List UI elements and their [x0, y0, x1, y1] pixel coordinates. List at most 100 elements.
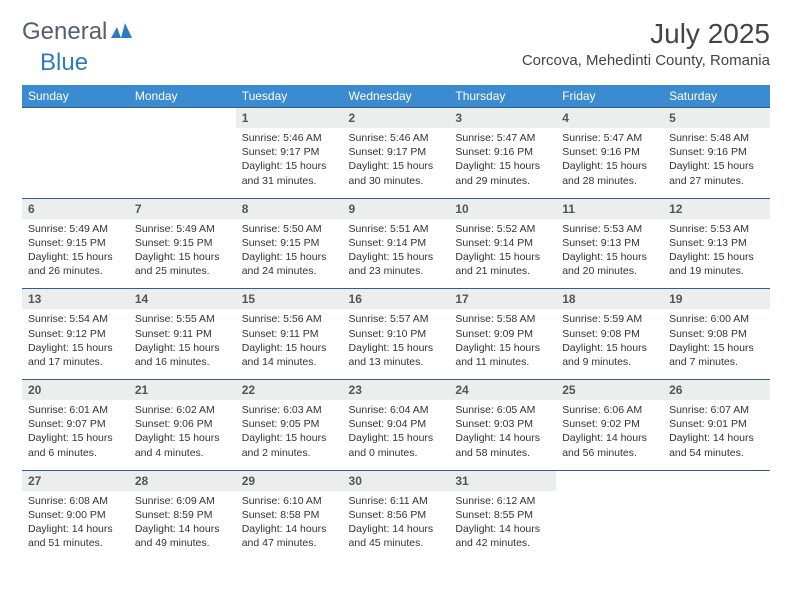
day-number: 13 [22, 289, 129, 309]
calendar-week-row: 20Sunrise: 6:01 AMSunset: 9:07 PMDayligh… [22, 380, 770, 471]
calendar-day-cell: 22Sunrise: 6:03 AMSunset: 9:05 PMDayligh… [236, 380, 343, 471]
day-details: Sunrise: 5:47 AMSunset: 9:16 PMDaylight:… [556, 128, 663, 198]
day-number: 16 [343, 289, 450, 309]
month-title: July 2025 [522, 18, 770, 50]
day-details: Sunrise: 5:55 AMSunset: 9:11 PMDaylight:… [129, 309, 236, 379]
weekday-header: Wednesday [343, 85, 450, 108]
day-details: Sunrise: 6:11 AMSunset: 8:56 PMDaylight:… [343, 491, 450, 561]
calendar-day-cell: 14Sunrise: 5:55 AMSunset: 9:11 PMDayligh… [129, 289, 236, 380]
calendar-day-cell: 13Sunrise: 5:54 AMSunset: 9:12 PMDayligh… [22, 289, 129, 380]
calendar-day-cell [22, 108, 129, 199]
day-details: Sunrise: 5:56 AMSunset: 9:11 PMDaylight:… [236, 309, 343, 379]
calendar-day-cell: 6Sunrise: 5:49 AMSunset: 9:15 PMDaylight… [22, 198, 129, 289]
day-details: Sunrise: 5:48 AMSunset: 9:16 PMDaylight:… [663, 128, 770, 198]
day-details: Sunrise: 6:08 AMSunset: 9:00 PMDaylight:… [22, 491, 129, 561]
brand-part1: General [22, 18, 107, 46]
calendar-day-cell: 1Sunrise: 5:46 AMSunset: 9:17 PMDaylight… [236, 108, 343, 199]
weekday-header: Tuesday [236, 85, 343, 108]
day-number: 21 [129, 380, 236, 400]
calendar-day-cell: 28Sunrise: 6:09 AMSunset: 8:59 PMDayligh… [129, 470, 236, 560]
day-number: 3 [449, 108, 556, 128]
calendar-day-cell: 3Sunrise: 5:47 AMSunset: 9:16 PMDaylight… [449, 108, 556, 199]
calendar-day-cell [663, 470, 770, 560]
calendar-day-cell: 30Sunrise: 6:11 AMSunset: 8:56 PMDayligh… [343, 470, 450, 560]
calendar-day-cell: 9Sunrise: 5:51 AMSunset: 9:14 PMDaylight… [343, 198, 450, 289]
day-number: 26 [663, 380, 770, 400]
day-number: 15 [236, 289, 343, 309]
day-details: Sunrise: 5:51 AMSunset: 9:14 PMDaylight:… [343, 219, 450, 289]
weekday-header: Thursday [449, 85, 556, 108]
calendar-day-cell: 20Sunrise: 6:01 AMSunset: 9:07 PMDayligh… [22, 380, 129, 471]
calendar-day-cell: 23Sunrise: 6:04 AMSunset: 9:04 PMDayligh… [343, 380, 450, 471]
brand-mark-icon [111, 23, 133, 41]
calendar-day-cell: 2Sunrise: 5:46 AMSunset: 9:17 PMDaylight… [343, 108, 450, 199]
calendar-day-cell: 27Sunrise: 6:08 AMSunset: 9:00 PMDayligh… [22, 470, 129, 560]
day-details: Sunrise: 6:06 AMSunset: 9:02 PMDaylight:… [556, 400, 663, 470]
day-number: 31 [449, 471, 556, 491]
day-details: Sunrise: 5:49 AMSunset: 9:15 PMDaylight:… [22, 219, 129, 289]
day-details: Sunrise: 6:03 AMSunset: 9:05 PMDaylight:… [236, 400, 343, 470]
day-details: Sunrise: 5:47 AMSunset: 9:16 PMDaylight:… [449, 128, 556, 198]
day-details: Sunrise: 6:01 AMSunset: 9:07 PMDaylight:… [22, 400, 129, 470]
day-number: 4 [556, 108, 663, 128]
day-details: Sunrise: 6:10 AMSunset: 8:58 PMDaylight:… [236, 491, 343, 561]
day-details: Sunrise: 5:58 AMSunset: 9:09 PMDaylight:… [449, 309, 556, 379]
weekday-header-row: Sunday Monday Tuesday Wednesday Thursday… [22, 85, 770, 108]
calendar-day-cell: 17Sunrise: 5:58 AMSunset: 9:09 PMDayligh… [449, 289, 556, 380]
day-number: 20 [22, 380, 129, 400]
day-details: Sunrise: 5:46 AMSunset: 9:17 PMDaylight:… [343, 128, 450, 198]
calendar-day-cell: 18Sunrise: 5:59 AMSunset: 9:08 PMDayligh… [556, 289, 663, 380]
day-number: 9 [343, 199, 450, 219]
calendar-day-cell: 5Sunrise: 5:48 AMSunset: 9:16 PMDaylight… [663, 108, 770, 199]
day-details: Sunrise: 5:53 AMSunset: 9:13 PMDaylight:… [663, 219, 770, 289]
day-number: 12 [663, 199, 770, 219]
day-details: Sunrise: 5:53 AMSunset: 9:13 PMDaylight:… [556, 219, 663, 289]
weekday-header: Sunday [22, 85, 129, 108]
day-number: 30 [343, 471, 450, 491]
day-number: 7 [129, 199, 236, 219]
day-number: 19 [663, 289, 770, 309]
day-number: 25 [556, 380, 663, 400]
day-details: Sunrise: 5:46 AMSunset: 9:17 PMDaylight:… [236, 128, 343, 198]
day-details: Sunrise: 5:52 AMSunset: 9:14 PMDaylight:… [449, 219, 556, 289]
day-number: 2 [343, 108, 450, 128]
calendar-day-cell: 31Sunrise: 6:12 AMSunset: 8:55 PMDayligh… [449, 470, 556, 560]
weekday-header: Monday [129, 85, 236, 108]
day-number: 24 [449, 380, 556, 400]
calendar-day-cell: 16Sunrise: 5:57 AMSunset: 9:10 PMDayligh… [343, 289, 450, 380]
calendar-day-cell [129, 108, 236, 199]
calendar-week-row: 27Sunrise: 6:08 AMSunset: 9:00 PMDayligh… [22, 470, 770, 560]
day-details: Sunrise: 5:59 AMSunset: 9:08 PMDaylight:… [556, 309, 663, 379]
day-details: Sunrise: 5:57 AMSunset: 9:10 PMDaylight:… [343, 309, 450, 379]
calendar-day-cell [556, 470, 663, 560]
day-number: 29 [236, 471, 343, 491]
day-number: 5 [663, 108, 770, 128]
day-number: 1 [236, 108, 343, 128]
calendar-day-cell: 11Sunrise: 5:53 AMSunset: 9:13 PMDayligh… [556, 198, 663, 289]
day-details: Sunrise: 6:12 AMSunset: 8:55 PMDaylight:… [449, 491, 556, 561]
day-number: 18 [556, 289, 663, 309]
calendar-day-cell: 26Sunrise: 6:07 AMSunset: 9:01 PMDayligh… [663, 380, 770, 471]
calendar-day-cell: 8Sunrise: 5:50 AMSunset: 9:15 PMDaylight… [236, 198, 343, 289]
day-number: 27 [22, 471, 129, 491]
day-details: Sunrise: 6:09 AMSunset: 8:59 PMDaylight:… [129, 491, 236, 561]
day-details: Sunrise: 5:50 AMSunset: 9:15 PMDaylight:… [236, 219, 343, 289]
calendar-day-cell: 19Sunrise: 6:00 AMSunset: 9:08 PMDayligh… [663, 289, 770, 380]
day-number: 23 [343, 380, 450, 400]
day-number: 17 [449, 289, 556, 309]
day-details: Sunrise: 6:00 AMSunset: 9:08 PMDaylight:… [663, 309, 770, 379]
brand-part2: Blue [40, 49, 88, 77]
day-details: Sunrise: 6:07 AMSunset: 9:01 PMDaylight:… [663, 400, 770, 470]
day-number: 8 [236, 199, 343, 219]
day-number: 28 [129, 471, 236, 491]
day-details: Sunrise: 5:54 AMSunset: 9:12 PMDaylight:… [22, 309, 129, 379]
calendar-week-row: 6Sunrise: 5:49 AMSunset: 9:15 PMDaylight… [22, 198, 770, 289]
calendar-day-cell: 4Sunrise: 5:47 AMSunset: 9:16 PMDaylight… [556, 108, 663, 199]
calendar-day-cell: 25Sunrise: 6:06 AMSunset: 9:02 PMDayligh… [556, 380, 663, 471]
weekday-header: Saturday [663, 85, 770, 108]
calendar-day-cell: 12Sunrise: 5:53 AMSunset: 9:13 PMDayligh… [663, 198, 770, 289]
calendar-day-cell: 24Sunrise: 6:05 AMSunset: 9:03 PMDayligh… [449, 380, 556, 471]
calendar-day-cell: 10Sunrise: 5:52 AMSunset: 9:14 PMDayligh… [449, 198, 556, 289]
calendar-week-row: 1Sunrise: 5:46 AMSunset: 9:17 PMDaylight… [22, 108, 770, 199]
location-subtitle: Corcova, Mehedinti County, Romania [522, 52, 770, 69]
